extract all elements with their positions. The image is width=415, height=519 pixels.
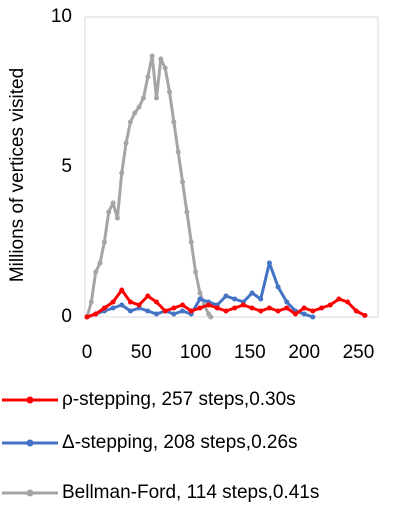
series-marker (171, 119, 177, 125)
series-marker (336, 296, 342, 302)
series-marker (110, 200, 116, 206)
x-tick-label: 0 (82, 342, 93, 363)
series-marker (188, 308, 194, 314)
series-marker (145, 74, 151, 80)
x-tick-label: 200 (288, 342, 320, 363)
series-marker (319, 305, 325, 311)
series-marker (97, 260, 103, 266)
series-marker (101, 239, 107, 245)
series-marker (180, 302, 186, 308)
legend-label: ρ-stepping, 257 steps,0.30s (62, 389, 296, 410)
series-marker (345, 299, 351, 305)
series-marker (132, 110, 138, 116)
x-tick-label: 250 (343, 342, 375, 363)
series-marker (88, 299, 94, 305)
series-line (85, 54, 212, 318)
y-tick-label: 10 (51, 6, 72, 27)
series-marker (206, 302, 212, 308)
series-marker (127, 308, 133, 314)
series-marker (136, 104, 142, 110)
series-marker (180, 308, 186, 314)
series-marker (193, 269, 199, 275)
series-marker (119, 302, 125, 308)
plot-frame (84, 16, 379, 318)
y-tick-label: 0 (61, 306, 72, 327)
series-marker (249, 290, 255, 296)
series-marker (145, 293, 151, 299)
legend-marker (26, 396, 34, 404)
series-marker (275, 284, 281, 290)
legend-marker (26, 489, 34, 497)
series-marker (266, 305, 272, 311)
series-marker (232, 296, 238, 302)
series-marker (110, 299, 116, 305)
series-marker (145, 308, 151, 314)
series-marker (127, 119, 133, 125)
series-marker (292, 311, 298, 317)
series-marker (197, 290, 203, 296)
series-marker (310, 314, 316, 320)
series-marker (362, 313, 368, 318)
series-marker (208, 314, 214, 320)
series-marker (232, 305, 238, 311)
series-marker (184, 209, 190, 215)
legend-label: Δ-stepping, 208 steps,0.26s (62, 432, 298, 453)
series-marker (162, 308, 168, 314)
legend-marker (26, 439, 34, 447)
series-marker (223, 308, 229, 314)
x-tick-label: 100 (180, 342, 212, 363)
legend-label: Bellman-Ford, 114 steps,0.41s (62, 482, 319, 503)
x-tick-label: 150 (234, 342, 266, 363)
series-marker (249, 305, 255, 311)
series-marker (327, 302, 333, 308)
series-marker (153, 311, 159, 317)
series-marker (119, 287, 125, 293)
series-marker (158, 56, 164, 62)
series-marker (93, 311, 99, 317)
series-marker (301, 305, 307, 311)
series-marker (258, 308, 264, 314)
series-marker (301, 311, 307, 317)
series-marker (93, 269, 99, 275)
series-marker (119, 170, 125, 176)
series-marker (114, 215, 120, 221)
series-marker (284, 299, 290, 305)
y-axis-label: Millions of vertices visited (7, 68, 28, 282)
series-marker (162, 65, 168, 71)
series-marker (240, 302, 246, 308)
series-marker (127, 299, 133, 305)
series-marker (140, 95, 146, 101)
series-marker (84, 314, 90, 320)
x-tick-label: 50 (131, 342, 152, 363)
series-marker (123, 140, 129, 146)
series-marker (136, 302, 142, 308)
series-marker (188, 239, 194, 245)
series-marker (284, 305, 290, 311)
series-marker (171, 305, 177, 311)
series-marker (167, 89, 173, 95)
series-marker (101, 305, 107, 311)
series-marker (310, 308, 316, 314)
series-marker (106, 209, 112, 215)
y-tick-label: 5 (61, 156, 72, 177)
series-marker (214, 305, 220, 311)
series-marker (275, 308, 281, 314)
series-marker (197, 296, 203, 302)
series-marker (258, 296, 264, 302)
series-marker (223, 293, 229, 299)
series-marker (266, 260, 272, 266)
series-marker (153, 299, 159, 305)
series-marker (110, 305, 116, 311)
series-marker (171, 311, 177, 317)
series-marker (153, 95, 159, 101)
series-marker (353, 308, 359, 314)
series-marker (175, 149, 181, 155)
series-marker (197, 305, 203, 311)
series-marker (180, 179, 186, 185)
series-marker (149, 53, 155, 59)
